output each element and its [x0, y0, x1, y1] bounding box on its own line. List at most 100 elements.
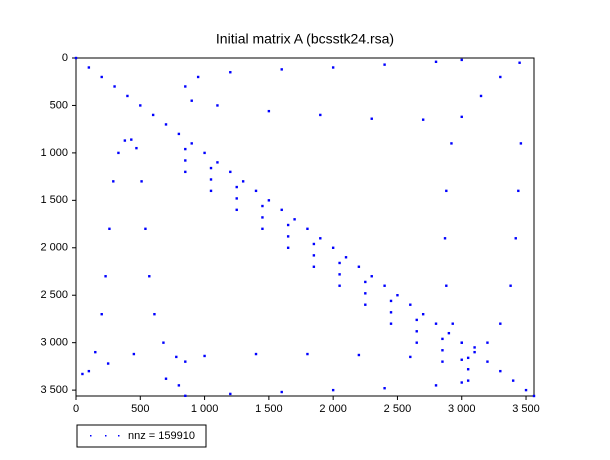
nonzero-dot	[261, 204, 264, 208]
nonzero-dot	[175, 355, 178, 359]
nonzero-dot	[383, 63, 386, 66]
nonzero-dot	[421, 313, 425, 316]
nonzero-dot	[466, 379, 470, 382]
nonzero-dot	[286, 246, 290, 249]
nonzero-dot	[280, 68, 283, 71]
nonzero-dot	[389, 299, 393, 303]
nonzero-dot	[499, 75, 502, 79]
nonzero-dot	[434, 60, 438, 63]
nonzero-dot	[104, 275, 107, 278]
nonzero-dot	[460, 58, 463, 62]
nonzero-dot	[254, 352, 258, 356]
nonzero-dot	[112, 180, 115, 183]
nonzero-dot	[209, 166, 213, 170]
nonzero-dot	[235, 208, 238, 212]
nonzero-dot	[532, 394, 536, 398]
nonzero-dot	[364, 280, 367, 284]
nonzero-dot	[460, 358, 463, 361]
nonzero-dot	[519, 142, 523, 145]
nonzero-dot	[466, 356, 470, 360]
nonzero-dot	[473, 346, 476, 349]
nonzero-dot	[445, 189, 448, 193]
nonzero-dot	[479, 94, 483, 98]
nonzero-dot	[140, 180, 143, 183]
nonzero-dot	[443, 237, 447, 240]
nonzero-dot	[267, 109, 271, 113]
nonzero-dot	[254, 189, 258, 193]
nonzero-dot	[216, 161, 219, 164]
x-tick-label: 3 500	[512, 403, 540, 415]
x-tick-label: 1 500	[255, 403, 283, 415]
y-tick-label: 1 000	[40, 147, 68, 159]
nonzero-dot	[184, 170, 187, 174]
nonzero-dot	[100, 313, 103, 316]
nonzero-dot	[370, 275, 373, 278]
nonzero-dot	[164, 377, 168, 380]
nonzero-dot	[216, 104, 219, 107]
nonzero-dot	[106, 362, 110, 365]
nonzero-dot	[338, 284, 341, 287]
nonzero-dot	[153, 313, 156, 316]
x-tick-label: 500	[131, 403, 149, 415]
nonzero-dot	[409, 355, 412, 359]
nonzero-dot	[421, 118, 425, 121]
nonzero-dot	[87, 66, 91, 69]
nonzero-dot	[396, 294, 399, 297]
nonzero-dot	[312, 265, 316, 268]
nonzero-dot	[177, 384, 181, 387]
nonzero-dot	[144, 227, 147, 231]
nonzero-dot	[415, 341, 418, 344]
nonzero-dot	[383, 284, 386, 287]
y-tick-label: 2 500	[40, 289, 68, 301]
legend-marker	[105, 435, 107, 437]
nonzero-dot	[486, 360, 489, 363]
nonzero-dot	[113, 85, 116, 88]
nonzero-dot	[509, 284, 512, 287]
nonzero-dot	[409, 303, 412, 306]
plot-frame	[75, 57, 535, 397]
nonzero-dot	[162, 341, 165, 344]
nonzero-dot	[81, 372, 84, 376]
nonzero-dot	[280, 390, 283, 394]
nonzero-dot	[117, 151, 120, 155]
nonzero-dot	[280, 208, 283, 212]
nonzero-dot	[203, 151, 206, 155]
y-tick-label: 0	[62, 52, 68, 64]
nonzero-dot	[499, 369, 502, 373]
nonzero-dot	[473, 350, 476, 354]
nonzero-dot	[389, 322, 393, 325]
nonzero-dot	[123, 139, 127, 142]
nonzero-dot	[344, 256, 348, 259]
nonzero-dot	[190, 99, 193, 102]
nonzero-dot	[286, 235, 290, 238]
nonzero-dot	[364, 292, 367, 295]
legend-marker	[90, 435, 92, 437]
nonzero-dot	[331, 246, 335, 249]
nonzero-dot	[209, 178, 213, 181]
chart-title: Initial matrix A (bcsstk24.rsa)	[216, 31, 394, 47]
nonzero-dot	[451, 322, 454, 325]
nonzero-dot	[331, 66, 335, 69]
nonzero-dot	[164, 123, 168, 126]
nonzero-dot	[319, 113, 322, 117]
nonzero-dot	[511, 379, 515, 382]
x-tick-label: 0	[73, 403, 79, 415]
nonzero-dot	[235, 197, 238, 200]
nonzero-dot	[184, 394, 187, 398]
nonzero-dot	[447, 331, 451, 335]
nonzero-dot	[196, 75, 200, 79]
nonzero-dot	[184, 147, 187, 151]
nonzero-dot	[415, 318, 418, 322]
nonzero-dot	[499, 322, 502, 325]
y-tick-label: 2 000	[40, 242, 68, 254]
nonzero-dot	[139, 104, 142, 107]
nonzero-dot	[517, 189, 520, 193]
nonzero-dot	[177, 132, 181, 136]
x-tick-label: 3 000	[448, 403, 476, 415]
nonzero-dot	[132, 352, 136, 356]
nonzero-dot	[229, 71, 232, 74]
nonzero-dot	[441, 337, 444, 341]
nonzero-dot	[357, 265, 361, 268]
nonzero-dot	[389, 311, 393, 314]
